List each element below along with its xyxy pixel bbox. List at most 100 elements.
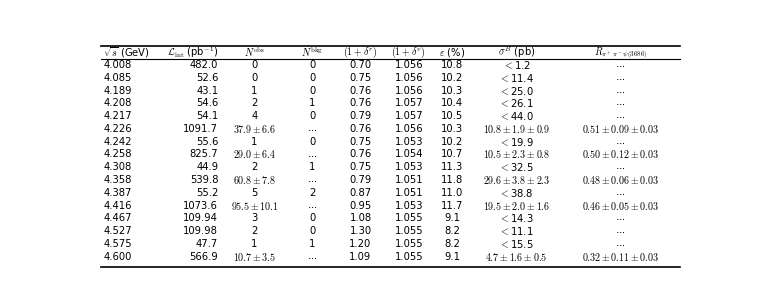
Text: 0.76: 0.76 [349, 86, 372, 96]
Text: 4.308: 4.308 [103, 162, 131, 172]
Text: 482.0: 482.0 [190, 60, 219, 70]
Text: 0.76: 0.76 [349, 149, 372, 160]
Text: $0.32\pm0.11\pm0.03$: $0.32\pm0.11\pm0.03$ [582, 250, 660, 263]
Text: 0.75: 0.75 [349, 137, 372, 147]
Text: 0: 0 [309, 213, 315, 223]
Text: $\cdots$: $\cdots$ [307, 252, 317, 262]
Text: $\cdots$: $\cdots$ [307, 200, 317, 210]
Text: 44.9: 44.9 [196, 162, 219, 172]
Text: 1.30: 1.30 [349, 226, 372, 236]
Text: $<$19.9: $<$19.9 [499, 136, 534, 148]
Text: 4.226: 4.226 [103, 124, 132, 134]
Text: 1.051: 1.051 [395, 175, 423, 185]
Text: 4.467: 4.467 [103, 213, 131, 223]
Text: 10.4: 10.4 [441, 99, 463, 108]
Text: $\cdots$: $\cdots$ [616, 73, 625, 83]
Text: $29.6\pm3.8\pm2.3$: $29.6\pm3.8\pm2.3$ [483, 174, 550, 186]
Text: 0: 0 [309, 60, 315, 70]
Text: $0.51\pm0.09\pm0.03$: $0.51\pm0.09\pm0.03$ [582, 123, 660, 135]
Text: $\sigma^B$ (pb): $\sigma^B$ (pb) [498, 45, 535, 60]
Text: 11.0: 11.0 [441, 188, 463, 198]
Text: $<$14.3: $<$14.3 [499, 212, 534, 224]
Text: 1: 1 [309, 99, 315, 108]
Text: $\sqrt{s}$ (GeV): $\sqrt{s}$ (GeV) [103, 45, 150, 60]
Text: 1.053: 1.053 [395, 200, 423, 210]
Text: 1: 1 [251, 137, 257, 147]
Text: $\cdots$: $\cdots$ [307, 124, 317, 134]
Text: 0.87: 0.87 [349, 188, 372, 198]
Text: 0: 0 [309, 137, 315, 147]
Text: 4.600: 4.600 [103, 252, 131, 262]
Text: 825.7: 825.7 [190, 149, 219, 160]
Text: 4.527: 4.527 [103, 226, 132, 236]
Text: 1.20: 1.20 [349, 239, 372, 249]
Text: 11.3: 11.3 [441, 162, 463, 172]
Text: 1.056: 1.056 [395, 86, 423, 96]
Text: 2: 2 [251, 162, 257, 172]
Text: 2: 2 [251, 99, 257, 108]
Text: 4.085: 4.085 [103, 73, 131, 83]
Text: 10.3: 10.3 [441, 124, 463, 134]
Text: 0.95: 0.95 [349, 200, 372, 210]
Text: 4.189: 4.189 [103, 86, 131, 96]
Text: 1.056: 1.056 [395, 60, 423, 70]
Text: 4.242: 4.242 [103, 137, 131, 147]
Text: $(1+\delta^r)$: $(1+\delta^r)$ [343, 45, 378, 60]
Text: 0.76: 0.76 [349, 124, 372, 134]
Text: $<$32.5: $<$32.5 [499, 161, 534, 173]
Text: 4.208: 4.208 [103, 99, 131, 108]
Text: 1.057: 1.057 [395, 99, 423, 108]
Text: 8.2: 8.2 [444, 239, 460, 249]
Text: 1: 1 [309, 239, 315, 249]
Text: 0: 0 [309, 111, 315, 121]
Text: 1: 1 [309, 162, 315, 172]
Text: $29.0\pm6.4$: $29.0\pm6.4$ [233, 149, 276, 160]
Text: $\cdots$: $\cdots$ [616, 226, 625, 236]
Text: 1: 1 [251, 239, 257, 249]
Text: $4.7\pm1.6\pm0.5$: $4.7\pm1.6\pm0.5$ [485, 250, 547, 263]
Text: $<$1.2: $<$1.2 [502, 59, 531, 71]
Text: 1.051: 1.051 [395, 188, 423, 198]
Text: 0: 0 [309, 73, 315, 83]
Text: 0.75: 0.75 [349, 162, 372, 172]
Text: 1.055: 1.055 [395, 213, 423, 223]
Text: 4: 4 [251, 111, 257, 121]
Text: 109.98: 109.98 [184, 226, 219, 236]
Text: 4.387: 4.387 [103, 188, 131, 198]
Text: 10.2: 10.2 [441, 73, 463, 83]
Text: 52.6: 52.6 [196, 73, 219, 83]
Text: 55.2: 55.2 [196, 188, 219, 198]
Text: 1.056: 1.056 [395, 73, 423, 83]
Text: $<$11.4: $<$11.4 [499, 72, 534, 84]
Text: 9.1: 9.1 [444, 213, 460, 223]
Text: 0: 0 [309, 226, 315, 236]
Text: 1.056: 1.056 [395, 124, 423, 134]
Text: $10.5\pm2.3\pm0.8$: $10.5\pm2.3\pm0.8$ [483, 149, 550, 160]
Text: $<$11.1: $<$11.1 [499, 225, 534, 237]
Text: $\cdots$: $\cdots$ [616, 60, 625, 70]
Text: 4.358: 4.358 [103, 175, 131, 185]
Text: $R_{\pi^+\pi^-\psi(3686)}$: $R_{\pi^+\pi^-\psi(3686)}$ [594, 45, 647, 60]
Text: $\cdots$: $\cdots$ [307, 149, 317, 160]
Text: 54.6: 54.6 [196, 99, 219, 108]
Text: $19.5\pm2.0\pm1.6$: $19.5\pm2.0\pm1.6$ [483, 199, 550, 211]
Text: 0: 0 [251, 73, 257, 83]
Text: 10.3: 10.3 [441, 86, 463, 96]
Text: $37.9\pm6.6$: $37.9\pm6.6$ [233, 123, 276, 135]
Text: $<$38.8: $<$38.8 [499, 187, 534, 199]
Text: 1.057: 1.057 [395, 111, 423, 121]
Text: 1.055: 1.055 [395, 239, 423, 249]
Text: 5: 5 [251, 188, 257, 198]
Text: 10.5: 10.5 [441, 111, 463, 121]
Text: 3: 3 [251, 213, 257, 223]
Text: 2: 2 [309, 188, 315, 198]
Text: 0.76: 0.76 [349, 99, 372, 108]
Text: 1091.7: 1091.7 [183, 124, 219, 134]
Text: 4.217: 4.217 [103, 111, 132, 121]
Text: $\cdots$: $\cdots$ [616, 137, 625, 147]
Text: 539.8: 539.8 [190, 175, 219, 185]
Text: 43.1: 43.1 [196, 86, 219, 96]
Text: 55.6: 55.6 [196, 137, 219, 147]
Text: 47.7: 47.7 [196, 239, 219, 249]
Text: $\varepsilon$ (%): $\varepsilon$ (%) [439, 46, 465, 59]
